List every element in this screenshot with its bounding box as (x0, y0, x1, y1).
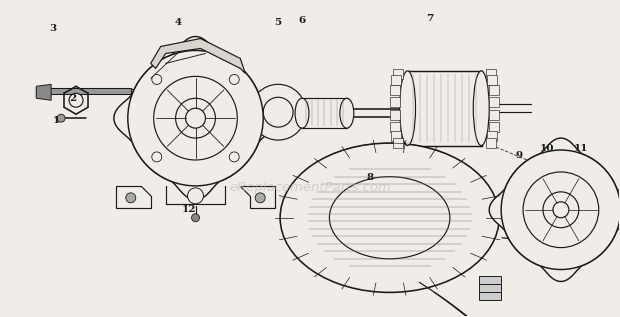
Circle shape (185, 108, 205, 128)
Circle shape (175, 98, 215, 138)
Circle shape (154, 76, 237, 160)
Ellipse shape (473, 71, 489, 146)
Bar (479, 284, 501, 292)
Bar (390, 97, 400, 107)
Text: 8: 8 (366, 173, 373, 182)
Polygon shape (116, 186, 151, 208)
Circle shape (128, 50, 264, 186)
Bar (391, 75, 401, 85)
Bar (302, 98, 347, 128)
Text: 7: 7 (426, 14, 433, 23)
Polygon shape (114, 36, 277, 200)
Circle shape (264, 97, 293, 127)
Bar (487, 75, 497, 85)
Circle shape (250, 84, 306, 140)
Circle shape (192, 214, 200, 222)
Text: 5: 5 (275, 18, 281, 27)
Bar (486, 138, 496, 148)
Bar (391, 85, 401, 95)
Ellipse shape (295, 98, 309, 128)
Bar (393, 68, 403, 79)
Bar (489, 97, 499, 107)
Circle shape (523, 172, 599, 248)
Circle shape (501, 150, 620, 269)
Bar (391, 132, 401, 141)
Circle shape (553, 202, 569, 218)
Bar (479, 276, 501, 284)
Circle shape (229, 152, 239, 162)
Polygon shape (489, 138, 620, 281)
Bar (407, 71, 482, 146)
Text: 11: 11 (574, 144, 588, 152)
Text: eReplacementParts.com: eReplacementParts.com (229, 181, 391, 194)
Polygon shape (36, 84, 51, 100)
Bar (393, 138, 403, 148)
Text: 9: 9 (515, 151, 523, 159)
Bar (36, 88, 131, 94)
Polygon shape (151, 39, 246, 73)
Text: 10: 10 (539, 144, 554, 152)
Bar (489, 85, 498, 95)
Circle shape (57, 114, 65, 122)
Bar (487, 132, 497, 141)
Bar (489, 122, 498, 132)
Circle shape (152, 152, 162, 162)
Ellipse shape (400, 71, 415, 146)
Text: 1: 1 (53, 116, 60, 125)
Ellipse shape (329, 177, 450, 259)
Polygon shape (241, 186, 275, 208)
Bar (479, 292, 501, 301)
Text: 2: 2 (69, 94, 77, 103)
Bar (391, 122, 401, 132)
Circle shape (543, 192, 579, 228)
Ellipse shape (340, 98, 354, 128)
Circle shape (255, 193, 265, 203)
Text: 4: 4 (175, 18, 182, 27)
Text: 3: 3 (50, 24, 56, 33)
Text: 12: 12 (181, 205, 196, 214)
Bar (390, 110, 400, 120)
Text: 6: 6 (298, 16, 306, 25)
Circle shape (69, 93, 83, 107)
Bar (489, 110, 499, 120)
Circle shape (187, 188, 203, 204)
Circle shape (126, 193, 136, 203)
Bar (486, 68, 496, 79)
Circle shape (229, 74, 239, 84)
Circle shape (152, 74, 162, 84)
Ellipse shape (280, 143, 499, 292)
